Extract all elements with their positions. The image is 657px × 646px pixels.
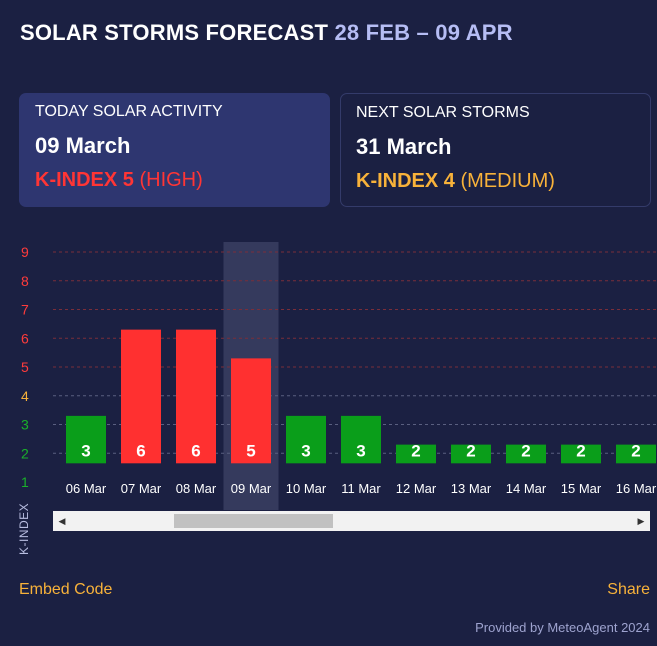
x-tick-label: 11 Mar (341, 481, 381, 496)
today-kindex: K-INDEX 5 (HIGH) (35, 169, 314, 191)
scroll-right-icon[interactable]: ▶ (637, 515, 645, 526)
x-tick-label: 12 Mar (396, 481, 437, 496)
y-tick-label: 2 (21, 445, 29, 461)
bar (616, 444, 656, 464)
x-tick-label: 09 Mar (231, 481, 272, 496)
bar-value-label: 6 (136, 441, 145, 460)
x-tick-label: 06 Mar (66, 481, 107, 496)
page-title: SOLAR STORMS FORECAST 28 FEB – 09 APR (20, 20, 513, 46)
today-label: TODAY SOLAR ACTIVITY (35, 103, 223, 120)
next-kindex-value: K-INDEX 4 (356, 170, 455, 192)
next-kindex-level: (MEDIUM) (460, 170, 555, 192)
y-tick-label: 6 (21, 330, 29, 346)
x-tick-label: 13 Mar (451, 481, 492, 496)
next-date: 31 March (356, 134, 452, 159)
bar (121, 329, 161, 464)
title-text: SOLAR STORMS FORECAST (20, 20, 329, 45)
bar (341, 415, 381, 464)
y-tick-label: 9 (21, 244, 29, 260)
x-tick-label: 08 Mar (176, 481, 217, 496)
provided-by-text: Provided by MeteoAgent 2024 (475, 620, 650, 635)
y-tick-label: 7 (21, 302, 29, 318)
kindex-bar-chart: 1 2 3 4 5 6 7 8 9 3 06 Mar 6 07 Mar 6 08 Mar 5 09 Mar 3 10… (21, 242, 657, 510)
bar-value-label: 2 (631, 441, 640, 460)
today-activity-card: TODAY SOLAR ACTIVITY 09 March K-INDEX 5 … (19, 93, 330, 207)
today-kindex-value: K-INDEX 5 (35, 169, 134, 191)
bar (561, 444, 601, 464)
bar (176, 329, 216, 464)
scroll-left-icon[interactable]: ◀ (58, 515, 66, 526)
y-tick-label: 4 (21, 388, 29, 404)
share-link[interactable]: Share (607, 581, 650, 598)
next-storm-card: NEXT SOLAR STORMS 31 March K-INDEX 4 (ME… (340, 93, 651, 207)
title-range: 28 FEB – 09 APR (334, 20, 513, 45)
scrollbar-thumb[interactable] (174, 514, 333, 528)
next-kindex: K-INDEX 4 (MEDIUM) (356, 170, 634, 192)
x-tick-label: 16 Mar (616, 481, 657, 496)
y-tick-label: 3 (21, 417, 29, 433)
bar (66, 415, 106, 464)
bar (451, 444, 491, 464)
bar-value-label: 2 (466, 441, 475, 460)
bar (506, 444, 546, 464)
bar-value-label: 3 (356, 441, 365, 460)
chart-scrollbar[interactable]: ◀ ▶ (53, 511, 650, 531)
y-axis-label: K-INDEX (17, 502, 31, 555)
embed-code-link[interactable]: Embed Code (19, 581, 113, 598)
y-tick-label: 5 (21, 359, 29, 375)
bar-value-label: 6 (191, 441, 200, 460)
bar-value-label: 2 (576, 441, 585, 460)
x-tick-label: 10 Mar (286, 481, 327, 496)
bar (286, 415, 326, 464)
bar (231, 358, 271, 464)
bar-value-label: 3 (301, 441, 310, 460)
y-tick-label: 1 (21, 474, 29, 490)
bar-value-label: 2 (521, 441, 530, 460)
today-kindex-level: (HIGH) (139, 169, 203, 191)
bar-value-label: 2 (411, 441, 420, 460)
x-tick-label: 07 Mar (121, 481, 162, 496)
y-tick-label: 8 (21, 273, 29, 289)
bar (396, 444, 436, 464)
bar-value-label: 5 (246, 441, 255, 460)
x-tick-label: 14 Mar (506, 481, 547, 496)
x-tick-label: 15 Mar (561, 481, 602, 496)
bar-value-label: 3 (81, 441, 90, 460)
next-label: NEXT SOLAR STORMS (356, 104, 530, 121)
today-date: 09 March (35, 133, 131, 158)
